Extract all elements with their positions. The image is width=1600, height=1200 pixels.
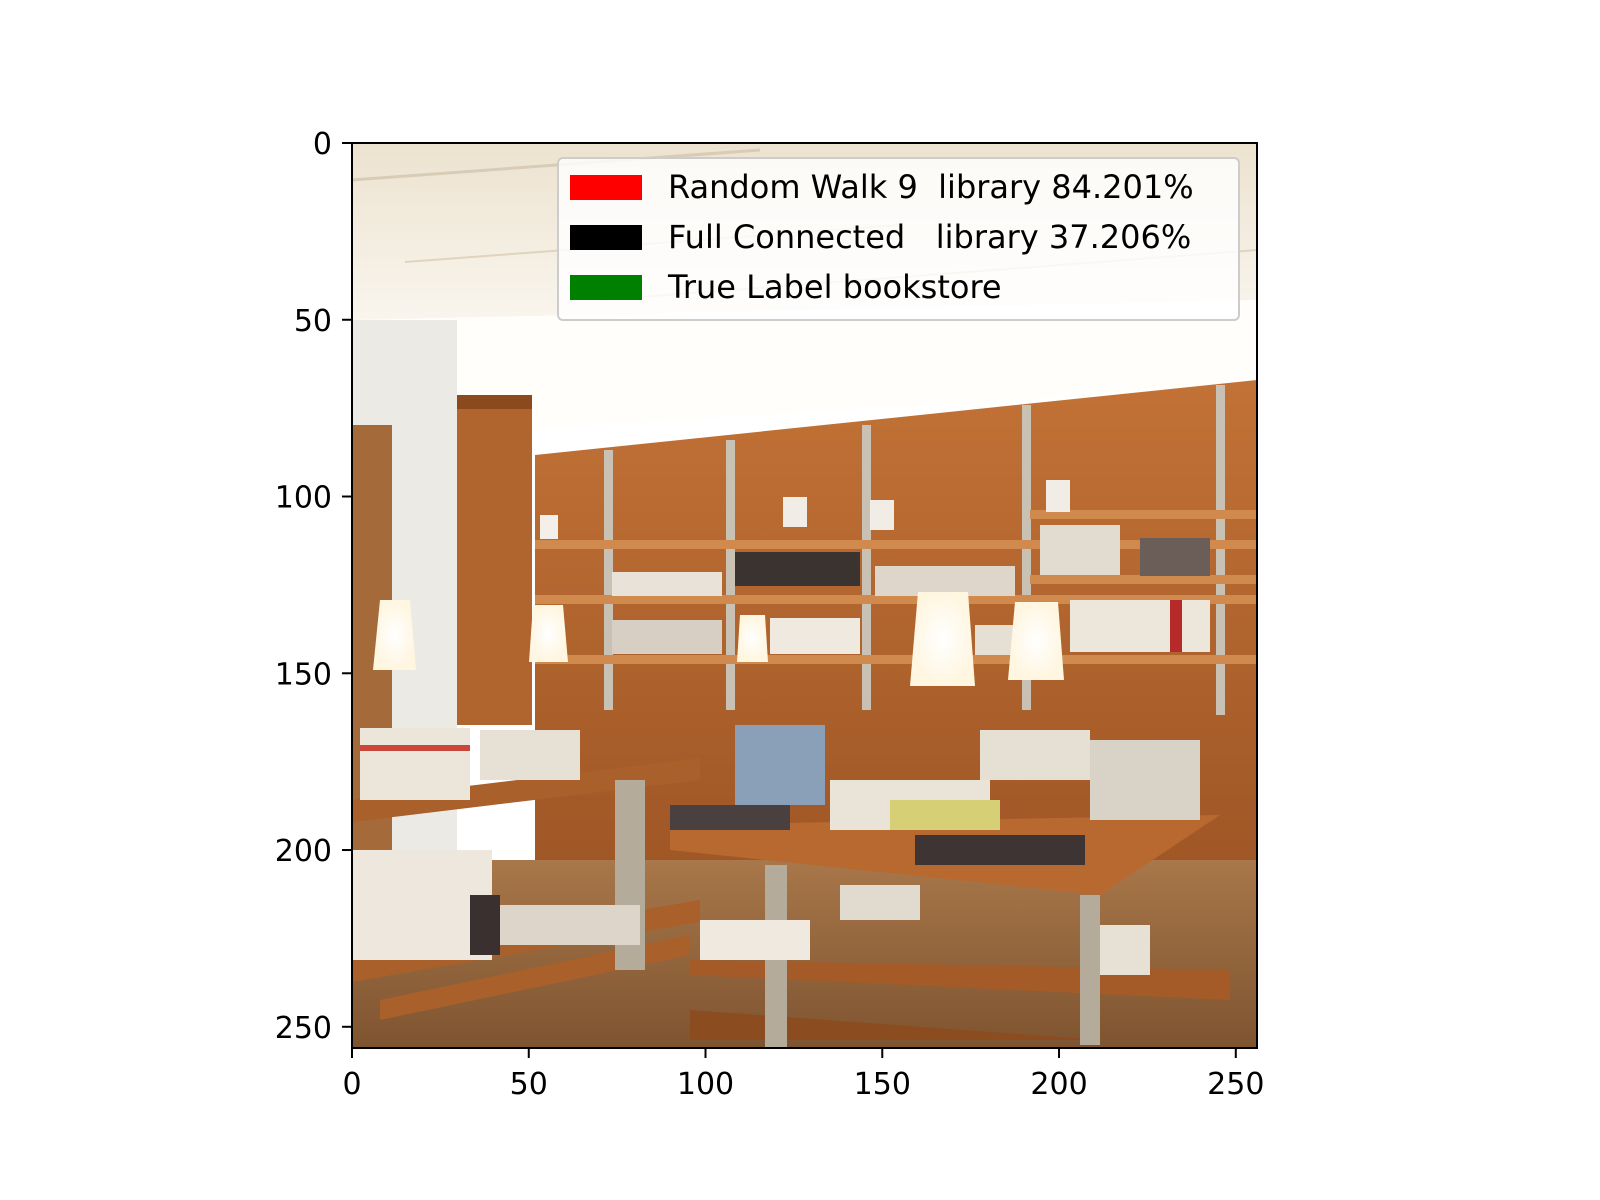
legend-swatch-green: [570, 275, 642, 300]
x-tick-label: 150: [854, 1067, 911, 1102]
legend-swatch-red: [570, 175, 642, 200]
legend-entry-random-walk: Random Walk 9 library 84.201%: [570, 168, 1194, 206]
legend-entry-true-label: True Label bookstore: [570, 268, 1002, 306]
y-tick-label: 150: [275, 657, 332, 692]
legend-box: [557, 157, 1240, 321]
y-tick-label: 250: [275, 1011, 332, 1046]
legend-entry-full-connected: Full Connected library 37.206%: [570, 218, 1191, 256]
legend-label: True Label bookstore: [667, 268, 1002, 306]
x-tick-label: 100: [677, 1067, 734, 1102]
x-tick-label: 200: [1030, 1067, 1087, 1102]
y-tick-label: 100: [275, 481, 332, 516]
x-tick-label: 0: [342, 1067, 361, 1102]
legend-swatch-black: [570, 225, 642, 250]
x-tick-label: 50: [510, 1067, 548, 1102]
legend-label: Random Walk 9 library 84.201%: [668, 168, 1194, 206]
axes-frame: [351, 142, 1258, 1049]
y-tick-label: 200: [275, 834, 332, 869]
legend: Random Walk 9 library 84.201% Full Conne…: [557, 157, 1240, 321]
y-tick-label: 0: [313, 127, 332, 162]
x-tick-label: 250: [1207, 1067, 1264, 1102]
x-axis: 0 50 100 150 200 250: [342, 1048, 1264, 1102]
legend-label: Full Connected library 37.206%: [668, 218, 1191, 256]
y-tick-label: 50: [294, 304, 332, 339]
y-axis: 0 50 100 150 200 250: [275, 127, 352, 1046]
bookstore-photo: [352, 143, 1257, 1048]
